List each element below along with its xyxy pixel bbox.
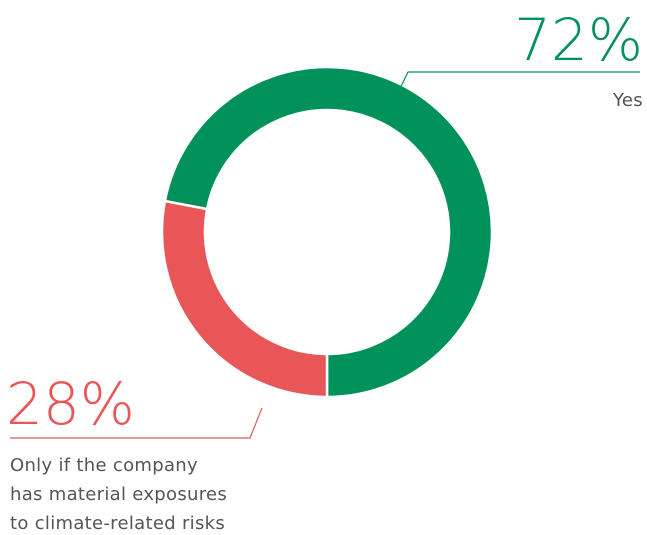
category-label: Yes <box>613 90 643 111</box>
donut-segment <box>163 65 494 399</box>
leader-line <box>10 407 263 439</box>
value-label: 72% <box>514 6 643 74</box>
value-label: 28% <box>6 370 135 438</box>
category-label: Only if the company has material exposur… <box>10 455 228 534</box>
donut-segment <box>160 199 329 399</box>
leader-line <box>392 71 640 104</box>
